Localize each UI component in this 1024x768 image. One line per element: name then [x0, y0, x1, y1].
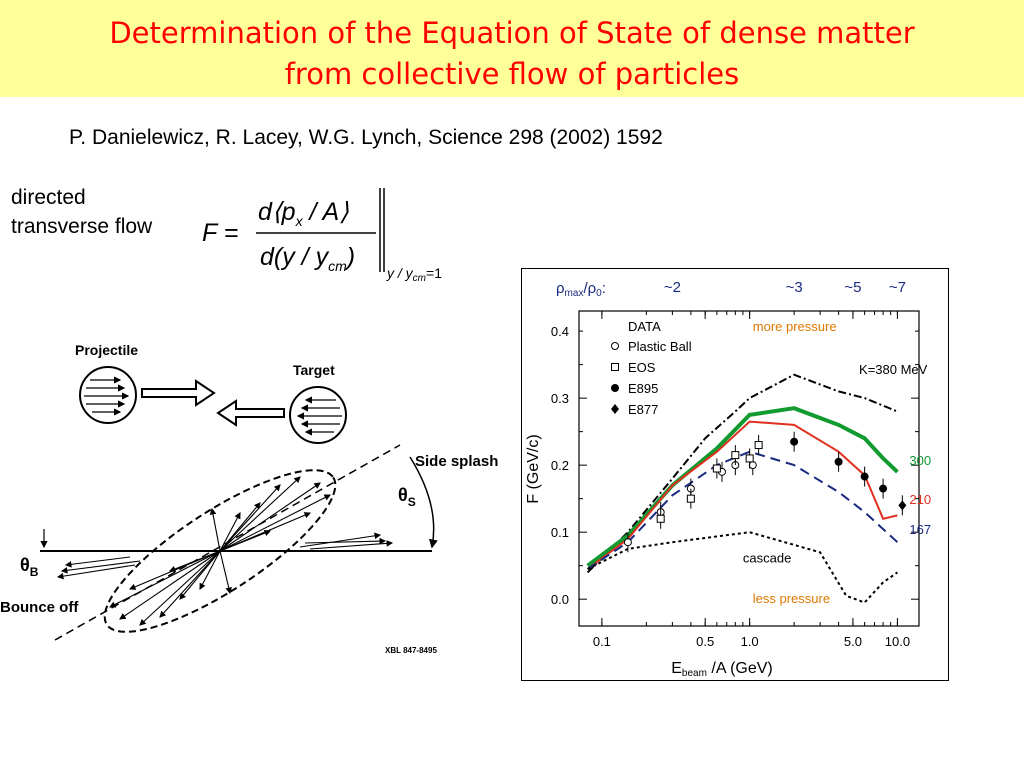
flow-formula: F = d⟨px / A⟩ d(y / ycm) y / ycm=1: [202, 188, 442, 284]
legend-marker: [611, 404, 619, 414]
figure-code: XBL 847-8495: [385, 646, 437, 655]
x-tick-label: 0.5: [696, 634, 714, 649]
annotation-k380: K=380 MeV: [859, 362, 928, 377]
y-tick-label: 0.2: [551, 458, 569, 473]
flow-chart: 0.1 0.5 1.0 5.0 10.0 0.0 0.1 0.2 0.3 0.4 Ebeam /A …: [525, 279, 931, 679]
formula-denominator: d(y / ycm): [260, 243, 355, 274]
data-point-e895: [879, 484, 888, 493]
y-tick-label: 0.1: [551, 525, 569, 540]
data-point-eos: [754, 441, 763, 450]
density-ratio-annotation: ~2: [664, 279, 681, 296]
y-tick-label: 0.0: [551, 592, 569, 607]
annotation-cascade: cascade: [743, 550, 791, 565]
series-label-300: 300: [909, 453, 931, 468]
legend-title: DATA: [628, 319, 661, 334]
data-point-e895: [860, 472, 869, 481]
data-point-e895: [834, 457, 843, 466]
projectile-nucleus: [79, 366, 137, 424]
legend-marker: [611, 363, 619, 371]
formula-numerator: d⟨px / A⟩: [258, 198, 349, 229]
bounce-off-label: Bounce off: [0, 599, 79, 616]
series-k-380-mev: [586, 373, 898, 574]
series-210: [587, 420, 898, 570]
y-tick-label: 0.3: [551, 391, 569, 406]
theta-s-arc: [409, 456, 438, 549]
target-nucleus: [289, 386, 347, 444]
data-point-eos: [656, 514, 665, 523]
flow-label-transverse: transverse flow: [11, 215, 153, 238]
legend-marker: [611, 342, 619, 350]
data-point-e895: [790, 437, 799, 446]
legend-label: EOS: [628, 360, 656, 375]
data-point-eos: [712, 464, 721, 473]
slide-title-line-2: from collective flow of particles: [284, 57, 740, 91]
x-tick-label: 1.0: [741, 634, 759, 649]
title-banner: Determination of the Equation of State o…: [0, 0, 1024, 97]
annotation-less-pressure: less pressure: [753, 591, 830, 606]
citation: P. Danielewicz, R. Lacey, W.G. Lynch, Sc…: [69, 126, 663, 149]
data-point-eos: [745, 454, 754, 463]
theta-b-label: θB: [20, 555, 39, 579]
legend-label: Plastic Ball: [628, 339, 692, 354]
formula-evaluated-at: y / ycm=1: [386, 265, 442, 284]
theta-s-label: θS: [398, 485, 416, 509]
collision-schematic: Projectile Target: [0, 342, 498, 655]
data-point-plastic-ball: [623, 538, 632, 547]
projectile-label: Projectile: [75, 342, 138, 358]
target-arrow: [216, 399, 285, 427]
data-point-eos: [686, 494, 695, 503]
data-point-plastic-ball: [748, 461, 757, 470]
annotation-more-pressure: more pressure: [753, 319, 837, 334]
series-label-210: 210: [909, 492, 931, 507]
legend-marker: [611, 384, 619, 392]
flow-chart-panel: 0.1 0.5 1.0 5.0 10.0 0.0 0.1 0.2 0.3 0.4 Ebeam /A …: [521, 268, 949, 681]
y-axis-label: F (GeV/c): [525, 434, 542, 503]
legend-label: E877: [628, 402, 658, 417]
projectile-arrow: [141, 379, 216, 407]
data-point-eos: [731, 451, 740, 460]
series-label-167: 167: [909, 522, 931, 537]
density-ratio-annotation: ~3: [786, 279, 803, 296]
x-axis-label: Ebeam /A (GeV): [671, 660, 772, 679]
target-label: Target: [293, 362, 335, 378]
density-ratio-annotation: ~5: [844, 279, 861, 296]
side-splash-arrows: [299, 532, 394, 550]
plot-area: [578, 310, 920, 627]
legend-label: E895: [628, 381, 658, 396]
formula-lhs: F =: [202, 219, 238, 247]
bounce-off-arrows: [56, 556, 141, 580]
slide-title-line-1: Determination of the Equation of State o…: [109, 16, 915, 50]
density-ratio-annotation: ~7: [889, 279, 906, 296]
x-tick-label: 5.0: [844, 634, 862, 649]
series-167: [587, 450, 899, 570]
x-tick-label: 10.0: [885, 634, 910, 649]
y-tick-label: 0.4: [551, 324, 569, 339]
x-tick-label: 0.1: [593, 634, 611, 649]
series-300: [586, 406, 899, 568]
flow-label-directed: directed: [11, 186, 86, 209]
side-splash-label: Side splash: [415, 453, 498, 470]
series-cascade: [587, 531, 898, 604]
density-ratio-label: ρmax/ρ0:: [556, 280, 606, 299]
data-point-e877: [898, 500, 907, 511]
